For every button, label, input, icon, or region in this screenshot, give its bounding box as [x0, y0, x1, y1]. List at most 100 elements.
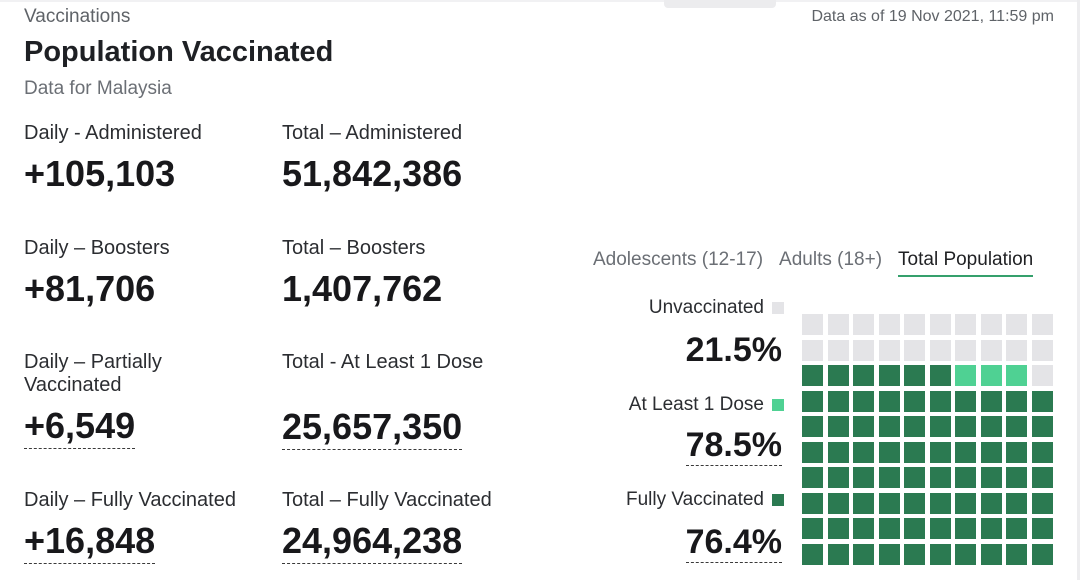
waffle-cell-fully-vaccinated [955, 416, 976, 437]
waffle-cell-fully-vaccinated [955, 467, 976, 488]
waffle-cell-fully-vaccinated [1006, 416, 1027, 437]
stat-label: Total - At Least 1 Dose [282, 351, 484, 373]
legend-unvaccinated: Unvaccinated [649, 297, 784, 319]
waffle-cell-unvaccinated [1031, 365, 1053, 386]
stat-label: Total – Fully Vaccinated [282, 489, 492, 511]
waffle-cell-fully-vaccinated [802, 441, 823, 463]
waffle-cell-fully-vaccinated [929, 441, 951, 463]
waffle-cell-fully-vaccinated [853, 467, 874, 488]
waffle-cell-fully-vaccinated [878, 467, 900, 488]
section-label: Vaccinations [24, 6, 131, 27]
stat-daily-administered: Daily - Administered +105,103 [24, 122, 202, 195]
waffle-cell-fully-vaccinated [904, 492, 925, 514]
page-subtitle: Data for Malaysia [24, 78, 172, 99]
waffle-cell-fully-vaccinated [1006, 543, 1027, 565]
waffle-cell-fully-vaccinated [1006, 492, 1027, 514]
pct-unvaccinated: 21.5% [685, 331, 782, 369]
waffle-cell-fully-vaccinated [929, 518, 951, 539]
waffle-cell-fully-vaccinated [904, 365, 925, 386]
waffle-cell-fully-vaccinated [929, 492, 951, 514]
legend-label: Fully Vaccinated [626, 489, 764, 510]
stat-label-line2: Vaccinated [24, 374, 122, 396]
legend-label: Unvaccinated [648, 297, 764, 318]
waffle-cell-fully-vaccinated [1006, 467, 1027, 488]
tab-total-population[interactable]: Total Population [898, 249, 1034, 277]
waffle-cell-fully-vaccinated [827, 390, 849, 412]
waffle-cell-fully-vaccinated [955, 441, 976, 463]
waffle-cell-fully-vaccinated [853, 441, 874, 463]
waffle-cell-fully-vaccinated [929, 365, 951, 386]
waffle-cell-fully-vaccinated [802, 390, 823, 412]
top-divider [0, 0, 1080, 2]
waffle-cell-fully-vaccinated [980, 518, 1002, 539]
waffle-cell-fully-vaccinated [904, 467, 925, 488]
waffle-cell-fully-vaccinated [955, 492, 976, 514]
waffle-cell-fully-vaccinated [802, 543, 823, 565]
waffle-cell-fully-vaccinated [904, 390, 925, 412]
waffle-cell-fully-vaccinated [853, 416, 874, 437]
stat-label: Daily - Administered [24, 122, 202, 144]
waffle-cell-fully-vaccinated [980, 467, 1002, 488]
waffle-cell-fully-vaccinated [1031, 390, 1053, 412]
waffle-cell-fully-vaccinated [904, 543, 925, 565]
waffle-cell-unvaccinated [1031, 314, 1053, 335]
waffle-cell-fully-vaccinated [929, 390, 951, 412]
waffle-cell-unvaccinated [853, 339, 874, 361]
legend-swatch [772, 399, 784, 411]
waffle-cell-fully-vaccinated [1006, 518, 1027, 539]
waffle-cell-fully-vaccinated [980, 416, 1002, 437]
waffle-cell-fully-vaccinated [878, 543, 900, 565]
waffle-cell-fully-vaccinated [904, 416, 925, 437]
top-handle [664, 0, 776, 8]
waffle-cell-fully-vaccinated [878, 390, 900, 412]
waffle-cell-fully-vaccinated [802, 467, 823, 488]
waffle-cell-fully-vaccinated [929, 543, 951, 565]
waffle-cell-fully-vaccinated [853, 365, 874, 386]
waffle-cell-fully-vaccinated [929, 467, 951, 488]
waffle-cell-unvaccinated [955, 314, 976, 335]
waffle-cell-unvaccinated [827, 314, 849, 335]
stat-value[interactable]: 25,657,350 [282, 406, 463, 450]
waffle-cell-fully-vaccinated [955, 390, 976, 412]
pct-one-dose[interactable]: 78.5% [685, 426, 782, 466]
waffle-cell-fully-vaccinated [853, 492, 874, 514]
waffle-cell-fully-vaccinated [853, 543, 874, 565]
stat-label: Total – Boosters [282, 237, 426, 259]
stat-total-one-dose: Total - At Least 1 Dose 25,657,350 [282, 351, 483, 450]
stat-daily-boosters: Daily – Boosters +81,706 [24, 237, 170, 310]
stat-value: 51,842,386 [282, 153, 463, 194]
waffle-cell-unvaccinated [1006, 339, 1027, 361]
waffle-cell-fully-vaccinated [955, 518, 976, 539]
stat-label: Total – Administered [282, 122, 463, 144]
waffle-chart [802, 314, 1053, 565]
waffle-cell-fully-vaccinated [827, 543, 849, 565]
waffle-cell-unvaccinated [980, 314, 1002, 335]
waffle-cell-fully-vaccinated [904, 518, 925, 539]
waffle-cell-fully-vaccinated [1031, 518, 1053, 539]
waffle-cell-unvaccinated [904, 339, 925, 361]
right-edge [1077, 0, 1080, 580]
tab-adults[interactable]: Adults (18+) [779, 249, 883, 270]
waffle-cell-unvaccinated [827, 339, 849, 361]
waffle-cell-fully-vaccinated [802, 518, 823, 539]
waffle-cell-one-dose [980, 365, 1002, 386]
stat-value[interactable]: +6,549 [24, 405, 136, 449]
waffle-cell-unvaccinated [904, 314, 925, 335]
waffle-cell-unvaccinated [802, 314, 823, 335]
waffle-cell-fully-vaccinated [827, 518, 849, 539]
waffle-cell-fully-vaccinated [1031, 416, 1053, 437]
waffle-cell-fully-vaccinated [827, 467, 849, 488]
waffle-cell-unvaccinated [929, 339, 951, 361]
stat-daily-partially-vaccinated: Daily – Partially Vaccinated +6,549 [24, 351, 162, 449]
waffle-cell-fully-vaccinated [853, 390, 874, 412]
waffle-cell-unvaccinated [929, 314, 951, 335]
waffle-cell-fully-vaccinated [955, 543, 976, 565]
pct-fully-vaccinated[interactable]: 76.4% [685, 523, 782, 563]
stat-total-boosters: Total – Boosters 1,407,762 [282, 237, 442, 310]
stat-value[interactable]: +16,848 [24, 520, 156, 564]
tab-adolescents[interactable]: Adolescents (12-17) [593, 249, 764, 270]
stat-total-administered: Total – Administered 51,842,386 [282, 122, 462, 195]
stat-value[interactable]: 24,964,238 [282, 520, 463, 564]
waffle-cell-fully-vaccinated [904, 441, 925, 463]
waffle-cell-fully-vaccinated [980, 543, 1002, 565]
